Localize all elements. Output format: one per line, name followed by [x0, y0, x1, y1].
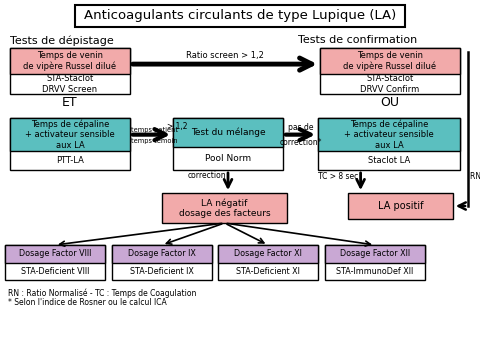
- FancyBboxPatch shape: [348, 193, 453, 219]
- Text: temps témoin: temps témoin: [131, 137, 178, 144]
- Text: STA-Deficient IX: STA-Deficient IX: [130, 267, 194, 276]
- FancyBboxPatch shape: [320, 48, 460, 74]
- Text: Dosage Factor XI: Dosage Factor XI: [234, 249, 302, 258]
- FancyBboxPatch shape: [5, 245, 105, 280]
- Text: > 1,2: > 1,2: [167, 122, 188, 131]
- Text: RN > 1,2: RN > 1,2: [470, 172, 480, 181]
- Text: LA positif: LA positif: [378, 201, 423, 211]
- Text: Test du mélange: Test du mélange: [191, 127, 265, 137]
- Text: PTT-LA: PTT-LA: [56, 156, 84, 165]
- Text: Dosage Factor IX: Dosage Factor IX: [128, 249, 196, 258]
- Text: Temps de cépaline
+ activateur sensible
aux LA: Temps de cépaline + activateur sensible …: [344, 119, 434, 150]
- FancyBboxPatch shape: [112, 245, 212, 262]
- FancyBboxPatch shape: [325, 245, 425, 262]
- Text: Temps de cépaline
+ activateur sensible
aux LA: Temps de cépaline + activateur sensible …: [25, 119, 115, 150]
- Text: Tests de dépistage: Tests de dépistage: [10, 35, 114, 46]
- Text: * Selon l'indice de Rosner ou le calcul ICA: * Selon l'indice de Rosner ou le calcul …: [8, 298, 167, 307]
- FancyBboxPatch shape: [173, 118, 283, 170]
- FancyBboxPatch shape: [112, 245, 212, 280]
- FancyBboxPatch shape: [318, 118, 460, 170]
- Text: correction*: correction*: [279, 137, 322, 146]
- Text: Temps de venin
de vipère Russel dilué: Temps de venin de vipère Russel dilué: [343, 51, 437, 71]
- FancyBboxPatch shape: [10, 48, 130, 94]
- FancyBboxPatch shape: [75, 5, 405, 27]
- FancyBboxPatch shape: [10, 48, 130, 74]
- Text: STA-Deficient VIII: STA-Deficient VIII: [21, 267, 89, 276]
- Text: Dosage Factor VIII: Dosage Factor VIII: [19, 249, 91, 258]
- Text: Ratio screen > 1,2: Ratio screen > 1,2: [186, 51, 264, 60]
- Text: STA-Deficient XI: STA-Deficient XI: [236, 267, 300, 276]
- Text: correction: correction: [187, 171, 226, 180]
- FancyBboxPatch shape: [318, 118, 460, 151]
- FancyBboxPatch shape: [325, 245, 425, 280]
- FancyBboxPatch shape: [320, 48, 460, 94]
- FancyBboxPatch shape: [162, 193, 287, 223]
- FancyBboxPatch shape: [5, 245, 105, 262]
- Text: ET: ET: [62, 95, 78, 108]
- Text: STA-ImmunoDef XII: STA-ImmunoDef XII: [336, 267, 414, 276]
- FancyBboxPatch shape: [173, 118, 283, 146]
- FancyBboxPatch shape: [218, 245, 318, 262]
- Text: STA-Staclot
DRVV Confirm: STA-Staclot DRVV Confirm: [360, 74, 420, 94]
- Text: Dosage Factor XII: Dosage Factor XII: [340, 249, 410, 258]
- Text: RN : Ratio Normalisé - TC : Temps de Coagulation: RN : Ratio Normalisé - TC : Temps de Coa…: [8, 288, 196, 298]
- Text: temps patient: temps patient: [131, 127, 178, 132]
- FancyBboxPatch shape: [10, 118, 130, 170]
- Text: Pool Norm: Pool Norm: [205, 154, 251, 163]
- FancyBboxPatch shape: [218, 245, 318, 280]
- Text: OU: OU: [381, 95, 399, 108]
- Text: ─────────: ─────────: [131, 132, 165, 137]
- Text: Temps de venin
de vipère Russel dilué: Temps de venin de vipère Russel dilué: [24, 51, 117, 71]
- Text: pas de: pas de: [288, 123, 313, 132]
- Text: Tests de confirmation: Tests de confirmation: [298, 35, 417, 45]
- Text: TC > 8 sec: TC > 8 sec: [318, 172, 359, 181]
- Text: LA négatif
dosage des facteurs: LA négatif dosage des facteurs: [179, 198, 270, 218]
- FancyBboxPatch shape: [10, 118, 130, 151]
- Text: Staclot LA: Staclot LA: [368, 156, 410, 165]
- Text: Anticoagulants circulants de type Lupique (LA): Anticoagulants circulants de type Lupiqu…: [84, 9, 396, 23]
- Text: STA-Staclot
DRVV Screen: STA-Staclot DRVV Screen: [42, 74, 97, 94]
